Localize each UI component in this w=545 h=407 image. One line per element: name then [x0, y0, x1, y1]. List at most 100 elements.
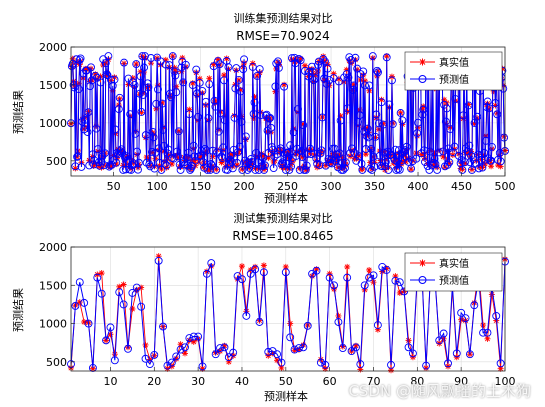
train-point-pred-51: [111, 125, 120, 134]
train-xlabel: 预测样本: [264, 191, 308, 205]
test-point-actual-18: [146, 356, 153, 363]
train-point-pred-230: [267, 123, 275, 132]
train-point-pred-490: [493, 110, 502, 119]
train-point-pred-335: [358, 165, 367, 174]
train-point-pred-331: [354, 152, 363, 161]
train-point-actual-380: [398, 160, 405, 167]
train-xtick-label-6: 350: [364, 180, 385, 193]
train-point-pred-145: [193, 89, 202, 98]
test-point-pred-72: [382, 266, 391, 274]
train-point-pred-354: [374, 119, 383, 128]
test-ytick-label-2: 1500: [39, 279, 67, 292]
test-ytick-label-3: 2000: [39, 241, 67, 254]
train-point-pred-260: [293, 144, 302, 153]
test-point-actual-17: [142, 341, 149, 348]
test-point-pred-10: [110, 356, 119, 365]
train-point-pred-369: [387, 76, 396, 85]
train-xtick-label-3: 200: [234, 180, 255, 193]
train-point-actual-245: [281, 81, 288, 88]
train-point-pred-63: [121, 165, 130, 174]
train-legend-label-pred: 预测值: [439, 73, 469, 86]
test-point-pred-75: [395, 278, 404, 287]
train-point-actual-295: [324, 61, 331, 68]
train-point-pred-206: [246, 160, 255, 169]
train-xtick-label-1: 100: [147, 180, 168, 193]
test-point-pred-36: [224, 353, 233, 362]
train-point-actual-227: [265, 154, 272, 161]
test-point-pred-85: [439, 329, 448, 338]
train-point-pred-299: [327, 155, 336, 164]
test-point-actual-42: [252, 263, 259, 270]
test-point-actual-52: [295, 346, 302, 353]
test-point-pred-74: [391, 276, 400, 285]
train-point-actual-195: [237, 86, 244, 93]
train-point-pred-125: [175, 160, 184, 169]
train-point-pred-353: [374, 68, 382, 77]
train-point-pred-148: [195, 78, 204, 87]
train-legend-label-actual: 真实值: [439, 56, 469, 69]
test-point-actual-69: [370, 279, 377, 286]
train-chart-subtitle: RMSE=70.9024: [236, 29, 330, 43]
train-point-pred-249: [283, 148, 292, 157]
train-point-pred-198: [239, 65, 248, 74]
train-point-actual-496: [499, 65, 506, 72]
test-point-pred-90: [461, 314, 470, 323]
train-point-pred-290: [319, 55, 328, 63]
train-point-actual-136: [186, 106, 193, 113]
train-point-pred-180: [223, 165, 232, 174]
test-point-pred-33: [211, 350, 220, 359]
test-point-actual-65: [352, 342, 359, 349]
train-point-pred-211: [250, 98, 259, 107]
train-point-actual-363: [383, 53, 390, 60]
train-point-pred-436: [446, 125, 455, 134]
train-point-pred-379: [396, 109, 405, 117]
train-ylabel: 预测结果: [12, 90, 25, 134]
test-point-actual-31: [203, 268, 210, 275]
test-point-pred-42: [251, 265, 260, 274]
train-point-pred-333: [356, 70, 365, 79]
train-point-pred-132: [181, 60, 190, 69]
test-point-pred-54: [303, 321, 312, 330]
test-point-actual-47: [274, 357, 281, 364]
train-point-actual-176: [221, 72, 228, 79]
train-point-pred-73: [130, 81, 139, 89]
train-point-pred-281: [311, 74, 320, 83]
test-ytick-label-0: 500: [46, 356, 67, 369]
train-point-pred-160: [206, 165, 215, 174]
train-point-actual-339: [362, 151, 369, 158]
train-point-pred-315: [341, 164, 349, 172]
train-point-pred-484: [488, 142, 496, 151]
train-legend-box: [404, 51, 503, 91]
train-point-pred-158: [204, 114, 213, 123]
test-ylabel: 预测结果: [12, 288, 25, 332]
train-point-actual-28: [92, 71, 99, 78]
train-point-actual-47: [108, 162, 115, 169]
train-point-pred-172: [216, 109, 225, 118]
train-point-pred-286: [315, 161, 324, 170]
train-point-pred-149: [196, 151, 205, 160]
test-point-actual-20: [155, 253, 162, 260]
train-point-pred-274: [305, 67, 314, 76]
test-point-actual-70: [374, 326, 381, 333]
train-point-actual-124: [175, 128, 182, 135]
train-point-pred-322: [347, 56, 356, 64]
test-point-pred-50: [286, 333, 295, 342]
train-point-actual-290: [320, 53, 327, 60]
test-point-actual-12: [120, 281, 127, 288]
train-point-pred-318: [343, 104, 352, 113]
train-point-pred-162: [207, 161, 216, 170]
train-point-pred-81: [137, 108, 146, 116]
train-point-actual-211: [251, 93, 258, 100]
train-point-pred-50: [110, 75, 119, 84]
train-point-pred-292: [321, 57, 329, 66]
train-point-pred-47: [107, 160, 116, 169]
train-point-pred-324: [348, 86, 357, 94]
train-point-actual-488: [492, 102, 499, 109]
test-point-pred-11: [115, 288, 124, 297]
train-point-actual-71: [129, 74, 136, 81]
train-point-pred-212: [251, 165, 260, 174]
train-point-pred-175: [219, 143, 228, 152]
train-point-pred-338: [361, 81, 369, 90]
test-point-pred-45: [264, 347, 273, 356]
train-point-pred-332: [355, 111, 364, 120]
